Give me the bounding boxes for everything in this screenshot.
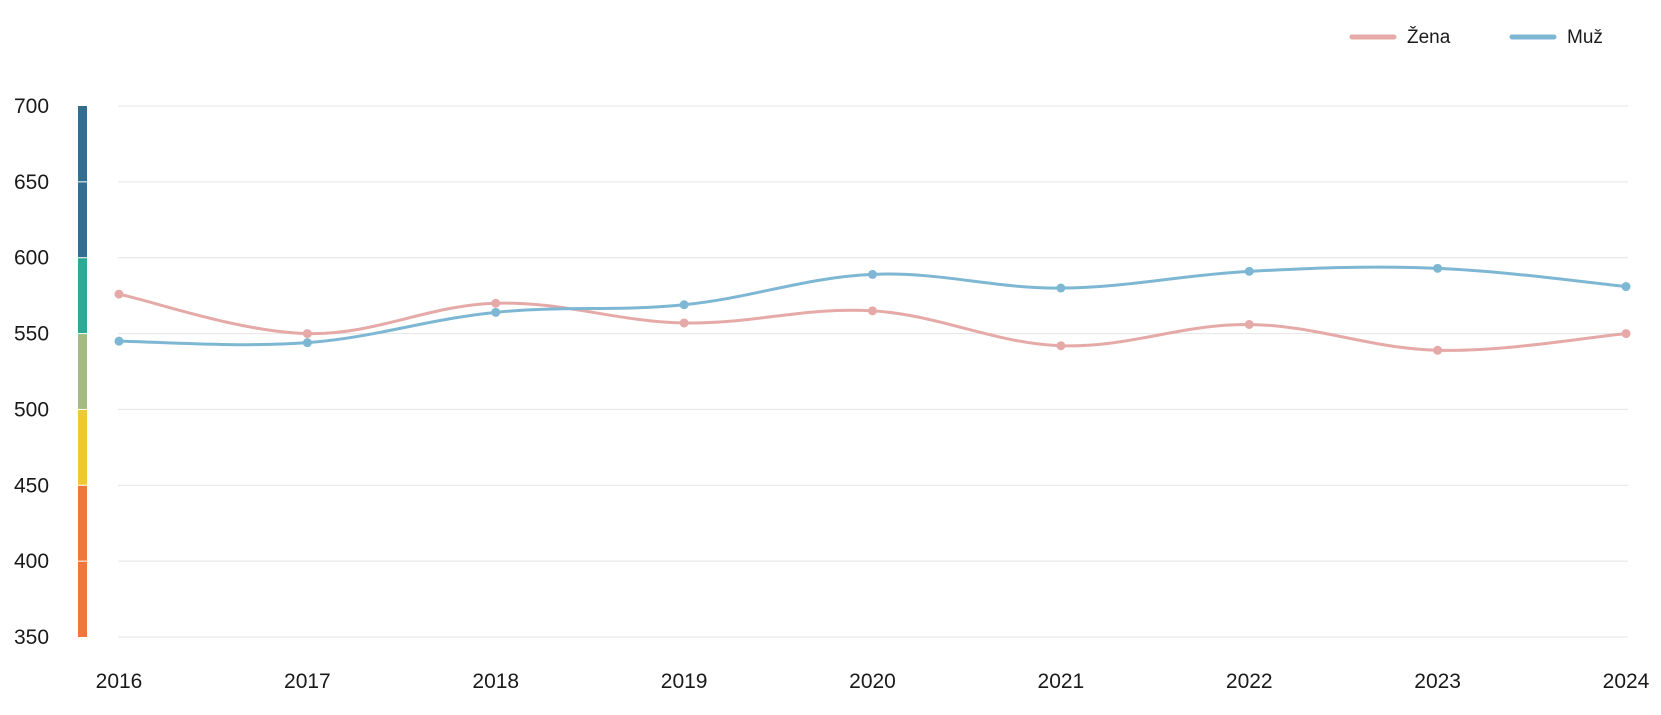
data-point[interactable] bbox=[1056, 341, 1066, 351]
legend-label: Žena bbox=[1407, 26, 1451, 48]
y-tick-label: 400 bbox=[14, 550, 49, 573]
data-point[interactable] bbox=[868, 306, 877, 316]
data-point[interactable] bbox=[1056, 283, 1066, 293]
data-point[interactable] bbox=[679, 300, 689, 310]
x-tick-label: 2019 bbox=[661, 670, 708, 693]
data-point[interactable] bbox=[1433, 263, 1443, 273]
y-tick-label: 650 bbox=[14, 171, 49, 194]
data-point[interactable] bbox=[1621, 329, 1631, 339]
data-point[interactable] bbox=[491, 307, 501, 317]
scale-band bbox=[78, 257, 87, 334]
y-axis-ticks: 350 400 450 500 550 600 650 700 bbox=[14, 95, 49, 649]
data-point[interactable] bbox=[1244, 319, 1254, 329]
data-point[interactable] bbox=[1621, 282, 1631, 292]
y-tick-label: 450 bbox=[14, 474, 49, 497]
y-tick-label: 350 bbox=[14, 626, 49, 649]
scale-band bbox=[78, 333, 87, 410]
x-tick-label: 2023 bbox=[1414, 670, 1461, 693]
series-line bbox=[117, 292, 1628, 352]
legend-item[interactable]: Žena bbox=[1349, 26, 1451, 48]
series-zena bbox=[114, 289, 1631, 355]
data-point[interactable] bbox=[1433, 345, 1443, 355]
data-point[interactable] bbox=[302, 329, 312, 339]
legend: Žena Muž bbox=[1349, 26, 1603, 48]
x-tick-label: 2022 bbox=[1226, 670, 1273, 693]
data-point[interactable] bbox=[868, 269, 877, 279]
x-tick-label: 2016 bbox=[96, 670, 143, 693]
x-tick-label: 2017 bbox=[284, 670, 331, 693]
x-tick-label: 2021 bbox=[1038, 670, 1085, 693]
legend-item[interactable]: Muž bbox=[1509, 27, 1603, 48]
scale-band-bar bbox=[78, 106, 87, 637]
data-point[interactable] bbox=[491, 298, 501, 308]
series-muz bbox=[114, 263, 1631, 348]
y-tick-label: 500 bbox=[14, 398, 49, 421]
data-point[interactable] bbox=[114, 336, 124, 346]
series-lines bbox=[114, 263, 1631, 355]
x-axis-ticks: 2016 2017 2018 2019 2020 2021 2022 2023 2024 bbox=[96, 670, 1650, 693]
data-point[interactable] bbox=[1244, 266, 1254, 276]
y-tick-label: 550 bbox=[14, 323, 49, 346]
scale-band bbox=[78, 409, 87, 486]
x-tick-label: 2020 bbox=[849, 670, 896, 693]
data-point[interactable] bbox=[302, 338, 312, 348]
data-point[interactable] bbox=[679, 318, 689, 328]
x-tick-label: 2018 bbox=[472, 670, 519, 693]
legend-label: Muž bbox=[1567, 27, 1603, 48]
data-point[interactable] bbox=[114, 289, 124, 299]
y-tick-label: 700 bbox=[14, 95, 49, 118]
grid-lines bbox=[118, 105, 1628, 638]
y-tick-label: 600 bbox=[14, 247, 49, 270]
x-tick-label: 2024 bbox=[1603, 670, 1650, 693]
